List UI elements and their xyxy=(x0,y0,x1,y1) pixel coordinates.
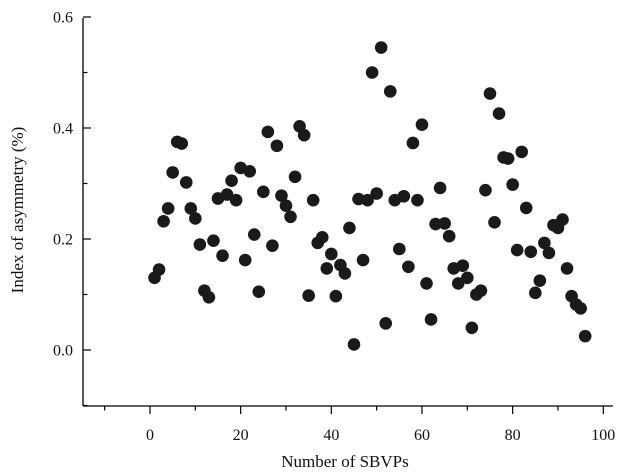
data-point xyxy=(420,277,433,290)
y-axis-label: Index of asymmetry (%) xyxy=(8,127,27,294)
data-point xyxy=(175,137,189,150)
data-point xyxy=(347,338,361,351)
data-point xyxy=(207,234,220,247)
data-point xyxy=(161,202,175,215)
data-point xyxy=(438,217,451,230)
data-point xyxy=(243,164,257,178)
data-point xyxy=(157,214,170,228)
data-point xyxy=(361,193,374,207)
data-point xyxy=(266,239,279,252)
data-point xyxy=(279,199,293,212)
data-point xyxy=(479,183,492,197)
x-tick-label: 0 xyxy=(146,427,154,444)
y-tick-label: 0.0 xyxy=(53,343,73,360)
data-point xyxy=(415,118,429,131)
data-point xyxy=(402,260,415,274)
data-point xyxy=(297,128,311,142)
data-point xyxy=(560,262,574,275)
data-point xyxy=(184,202,198,215)
data-point xyxy=(442,229,456,243)
data-point xyxy=(320,262,334,275)
data-point xyxy=(152,263,166,276)
data-point xyxy=(433,181,447,195)
data-point xyxy=(451,277,465,290)
data-point xyxy=(501,152,515,165)
data-point xyxy=(329,289,343,303)
data-point xyxy=(365,66,379,79)
data-point xyxy=(225,174,238,188)
data-point xyxy=(397,189,411,203)
data-point xyxy=(524,245,538,259)
data-point xyxy=(315,231,329,244)
data-point xyxy=(574,302,587,315)
data-point xyxy=(193,238,207,251)
data-point xyxy=(533,274,547,287)
data-point xyxy=(238,253,252,267)
y-tick-label: 0.2 xyxy=(53,232,73,249)
data-point xyxy=(275,189,288,203)
x-tick-label: 60 xyxy=(414,427,430,444)
data-point xyxy=(538,236,551,250)
data-point xyxy=(166,166,179,179)
plot-area: 0 20 40 60 80 100 0.0 0.2 0.4 0.6 xyxy=(53,10,615,445)
data-point xyxy=(506,178,519,191)
data-point xyxy=(542,246,556,260)
data-point xyxy=(556,213,569,226)
data-point xyxy=(356,253,370,267)
data-point xyxy=(189,212,202,225)
data-point xyxy=(270,139,284,153)
data-point xyxy=(325,247,338,261)
data-point xyxy=(492,107,506,120)
data-point xyxy=(216,249,229,262)
x-tick-label: 40 xyxy=(323,427,339,444)
data-point xyxy=(510,243,524,257)
x-tick-label: 80 xyxy=(505,427,521,444)
data-point xyxy=(338,267,352,280)
data-point xyxy=(257,185,270,199)
data-point xyxy=(456,259,470,272)
data-point xyxy=(284,210,297,224)
data-point xyxy=(247,228,261,241)
data-point xyxy=(302,289,315,302)
data-point xyxy=(220,188,234,201)
data-point xyxy=(229,193,243,207)
data-point xyxy=(519,201,533,215)
data-point xyxy=(529,286,542,300)
data-point xyxy=(465,321,479,335)
data-point xyxy=(252,285,266,299)
data-point xyxy=(406,136,420,150)
data-point xyxy=(379,317,393,330)
data-point xyxy=(411,193,424,207)
data-point xyxy=(306,193,320,207)
x-axis-ticks: 0 20 40 60 80 100 xyxy=(104,406,615,444)
data-points xyxy=(148,41,592,351)
data-point xyxy=(374,41,388,54)
x-tick-label: 20 xyxy=(233,427,249,444)
data-point xyxy=(424,313,438,326)
data-point xyxy=(261,125,275,139)
data-point xyxy=(202,290,216,304)
data-point xyxy=(483,87,497,100)
data-point xyxy=(461,271,474,285)
data-point xyxy=(179,176,193,189)
data-point xyxy=(288,170,302,184)
x-tick-label: 100 xyxy=(591,427,615,444)
data-point xyxy=(515,145,529,159)
data-point xyxy=(370,187,383,200)
x-axis-label: Number of SBVPs xyxy=(281,452,409,471)
data-point xyxy=(429,217,442,231)
data-point xyxy=(578,329,592,343)
data-point xyxy=(393,242,406,256)
data-point xyxy=(474,284,488,297)
y-axis-ticks: 0.0 0.2 0.4 0.6 xyxy=(53,10,91,407)
data-point xyxy=(343,221,356,235)
data-point xyxy=(488,216,501,229)
y-tick-label: 0.4 xyxy=(53,121,73,138)
y-tick-label: 0.6 xyxy=(53,10,73,27)
data-point xyxy=(383,85,397,98)
